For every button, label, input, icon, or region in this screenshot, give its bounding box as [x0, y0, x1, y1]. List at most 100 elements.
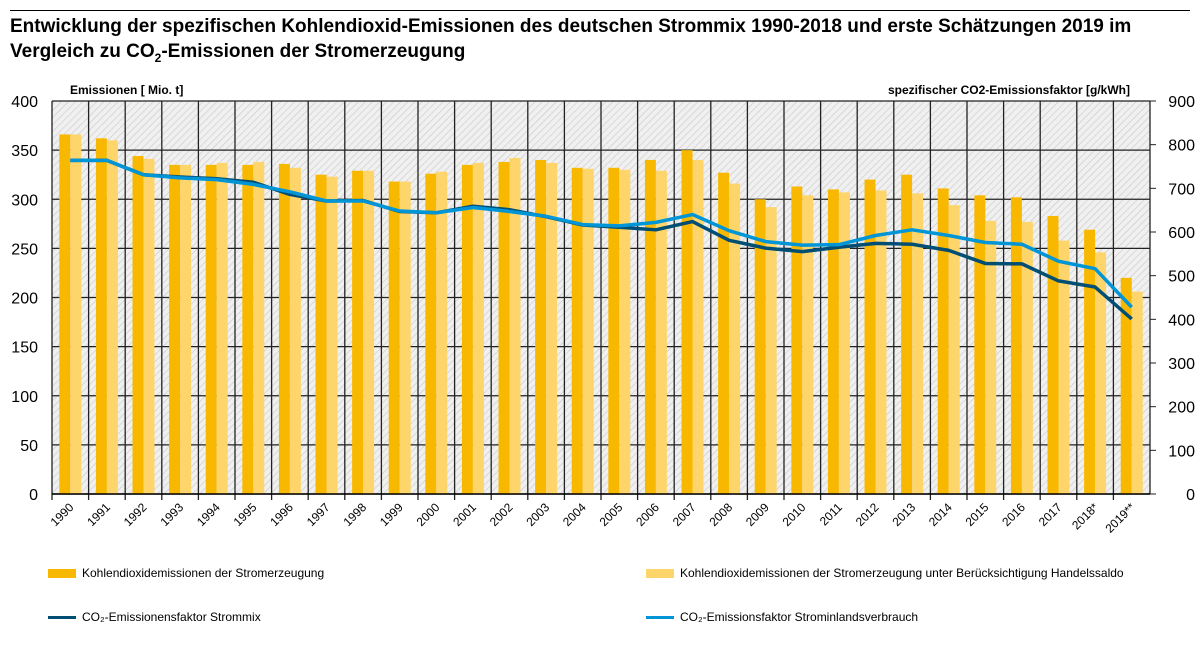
bar-1: [1010, 197, 1022, 494]
x-tick-label: 1994: [194, 500, 223, 529]
bar-1: [59, 134, 71, 494]
x-tick-label: 1996: [267, 500, 296, 529]
bar-1: [791, 186, 803, 495]
title-text: Entwicklung der spezifischen Kohlendioxi…: [10, 16, 1132, 62]
bar-2: [399, 181, 411, 494]
x-tick-label: 2010: [780, 500, 809, 529]
legend-label: CO₂-Emissionensfaktor Strommix: [82, 610, 261, 624]
bar-1: [205, 164, 217, 495]
x-tick-label: 2018*: [1069, 500, 1101, 532]
x-tick-label: 2006: [633, 500, 662, 529]
bar-2: [692, 159, 704, 494]
bar-2: [802, 195, 814, 494]
y-right-tick-label: 400: [1168, 312, 1195, 329]
x-tick-label: 2012: [853, 500, 882, 529]
y-right-tick-label: 500: [1168, 269, 1195, 286]
bar-2: [1095, 252, 1107, 494]
bar-1: [352, 170, 364, 494]
legend-item-bar2: Kohlendioxidemissionen der Stromerzeugun…: [646, 566, 1124, 580]
x-tick-label: 2009: [743, 500, 772, 529]
y-left-tick-label: 200: [11, 291, 38, 308]
bar-2: [875, 190, 887, 494]
bar-1: [827, 189, 839, 495]
bar-1: [1047, 215, 1059, 494]
bar-2: [985, 220, 997, 495]
x-tick-label: 1992: [121, 500, 150, 529]
y-right-tick-label: 300: [1168, 356, 1195, 373]
y-left-label: Emissionen [ Mio. t]: [70, 83, 183, 97]
bar-1: [278, 163, 290, 494]
y-right-tick-label: 200: [1168, 400, 1195, 417]
bar-2: [326, 176, 338, 494]
y-right-tick-label: 900: [1168, 94, 1195, 111]
y-left-tick-label: 250: [11, 241, 38, 258]
bar-1: [1084, 229, 1096, 494]
y-right-tick-label: 100: [1168, 443, 1195, 460]
x-tick-label: 2011: [817, 500, 845, 528]
bar-1: [754, 199, 766, 494]
bar-2: [838, 192, 850, 494]
x-tick-label: 2013: [889, 500, 918, 529]
x-tick-label: 2016: [999, 500, 1028, 529]
y-right-tick-label: 600: [1168, 225, 1195, 242]
x-tick-label: 1991: [84, 500, 113, 529]
title-rule: [10, 10, 1190, 11]
bar-1: [571, 167, 583, 494]
bar-1: [95, 138, 107, 494]
y-right-tick-label: 800: [1168, 138, 1195, 155]
bar-1: [461, 164, 473, 495]
y-left-tick-label: 300: [11, 192, 38, 209]
legend-item-line1: CO₂-Emissionensfaktor Strommix: [48, 610, 261, 624]
bar-1: [388, 181, 400, 494]
x-tick-label: 2014: [926, 500, 955, 529]
bar-2: [106, 140, 118, 495]
x-tick-label: 1997: [304, 500, 333, 529]
x-tick-label: 1999: [377, 500, 406, 529]
legend-label: Kohlendioxidemissionen der Stromerzeugun…: [82, 566, 325, 580]
bar-2: [765, 207, 777, 495]
bar-2: [180, 164, 192, 495]
bar-1: [864, 179, 876, 494]
bar-1: [681, 150, 693, 494]
bar-1: [132, 156, 144, 494]
bar-2: [655, 170, 667, 494]
title-text-end: -Emissionen der Stromerzeugung: [161, 41, 466, 62]
x-tick-label: 2008: [706, 500, 735, 529]
chart-title: Entwicklung der spezifischen Kohlendioxi…: [10, 14, 1190, 71]
y-left-tick-label: 400: [11, 94, 38, 111]
legend-swatch: [48, 568, 76, 578]
x-tick-label: 1993: [157, 500, 186, 529]
bar-2: [509, 157, 521, 495]
bar-1: [901, 174, 913, 494]
y-left-tick-label: 350: [11, 143, 38, 160]
x-tick-label: 2007: [670, 500, 699, 529]
x-tick-label: 2003: [523, 500, 552, 529]
y-right-tick-label: 0: [1186, 487, 1195, 504]
bar-2: [143, 158, 155, 494]
bar-1: [498, 161, 510, 495]
x-tick-label: 1995: [231, 500, 260, 529]
bar-2: [546, 162, 558, 494]
x-tick-label: 1990: [48, 500, 77, 529]
bar-2: [1131, 291, 1143, 494]
bar-2: [253, 161, 265, 495]
y-right-tick-label: 700: [1168, 181, 1195, 198]
y-left-tick-label: 50: [20, 438, 38, 455]
bar-1: [425, 173, 437, 494]
bar-1: [937, 188, 949, 494]
line-series-2: [70, 158, 1133, 309]
bar-2: [948, 205, 960, 494]
bar-2: [70, 134, 82, 494]
legend-label: CO₂-Emissionsfaktor Strominlandsverbrauc…: [680, 610, 919, 624]
bar-2: [1021, 221, 1033, 494]
x-tick-label: 2017: [1036, 500, 1065, 529]
bar-1: [608, 167, 620, 494]
bar-2: [1058, 240, 1070, 494]
x-tick-label: 1998: [340, 500, 369, 529]
bar-2: [363, 170, 375, 494]
y-left-tick-label: 150: [11, 340, 38, 357]
legend-item-bar1: Kohlendioxidemissionen der Stromerzeugun…: [48, 566, 324, 580]
bar-2: [619, 169, 631, 494]
x-tick-label: 2005: [597, 500, 626, 529]
legend-swatch: [646, 615, 674, 619]
